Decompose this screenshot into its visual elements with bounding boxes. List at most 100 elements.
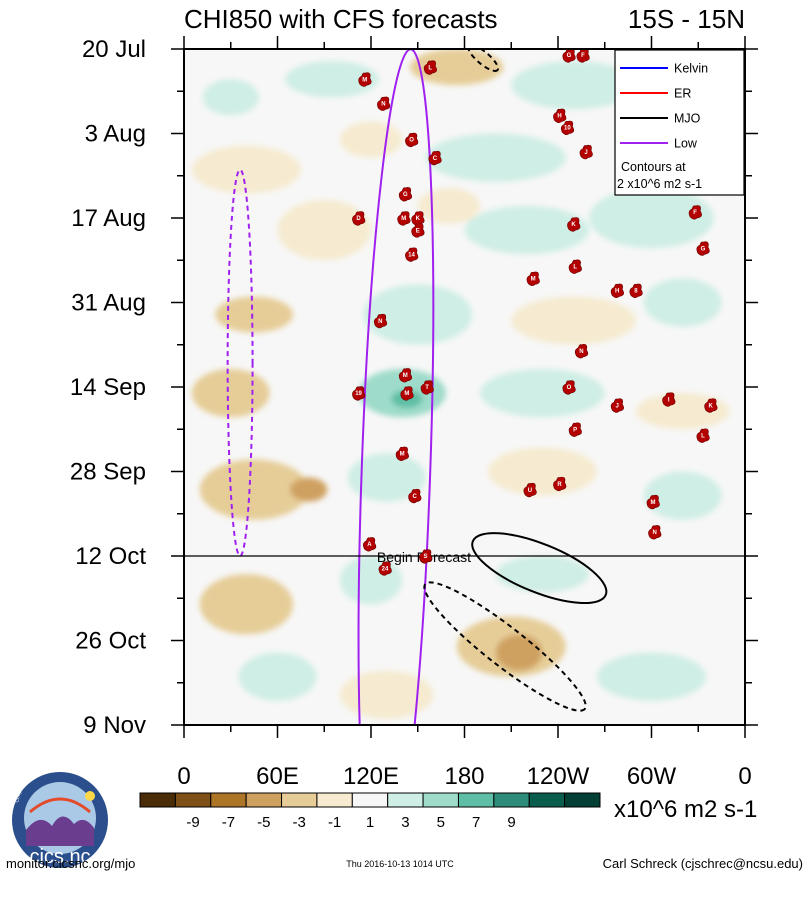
storm-marker: S xyxy=(419,549,433,564)
chart-title: CHI850 with CFS forecasts xyxy=(184,4,498,34)
storm-marker: J xyxy=(579,144,593,160)
anomaly-patch xyxy=(643,278,722,327)
storm-label: N xyxy=(378,319,382,325)
storm-marker: N xyxy=(377,96,391,111)
colorbar-segment xyxy=(528,792,566,808)
hurricane-icon xyxy=(648,525,662,540)
logo-arc-icon xyxy=(29,797,91,814)
storm-marker: N xyxy=(648,525,662,540)
storm-label: U xyxy=(528,488,532,494)
legend-note-line2: 2 x10^6 m2 s-1 xyxy=(617,177,702,191)
anomaly-patch xyxy=(191,145,301,194)
hurricane-icon xyxy=(562,48,576,63)
hurricane-icon xyxy=(408,488,422,504)
colorbar-segment xyxy=(387,792,424,808)
storm-label: K xyxy=(709,403,714,409)
anomaly-patch xyxy=(289,477,328,502)
hurricane-icon xyxy=(553,476,567,492)
y-tick-label: 3 Aug xyxy=(85,121,146,148)
storm-label: E xyxy=(416,228,420,234)
low-contour-dashed xyxy=(226,168,254,557)
colorbar-segment xyxy=(564,792,601,808)
storm-label: M xyxy=(400,452,405,458)
colorbar-segment xyxy=(174,792,212,808)
storm-label: H xyxy=(557,114,561,120)
hurricane-icon xyxy=(610,398,624,413)
storm-label: M xyxy=(362,77,367,83)
y-tick-label: 20 Jul xyxy=(82,36,146,63)
storm-marker: L xyxy=(423,60,437,75)
storm-label: M xyxy=(531,277,536,283)
anomaly-patch xyxy=(464,205,590,255)
storm-label: F xyxy=(693,210,697,216)
storm-marker: F xyxy=(576,48,590,63)
colorbar-units: x10^6 m2 s-1 xyxy=(614,796,757,823)
y-tick-label: 12 Oct xyxy=(75,543,146,570)
colorbar-labels: -9 -7 -5 -3 -1 1 3 5 7 9 xyxy=(186,814,515,831)
anomaly-patch xyxy=(285,61,379,98)
colorbar xyxy=(139,792,601,808)
hurricane-icon xyxy=(411,223,425,238)
storm-label: D xyxy=(356,216,361,222)
storm-label: J xyxy=(616,403,619,409)
y-tick-label: 26 Oct xyxy=(75,628,146,655)
storm-marker: C xyxy=(428,150,442,166)
anomaly-patch xyxy=(199,574,294,635)
storm-label: R xyxy=(557,482,562,488)
storm-marker: F xyxy=(688,205,702,220)
storm-label: H xyxy=(615,289,619,295)
y-tick-label: 9 Nov xyxy=(83,712,146,739)
mjo-contour-dashed xyxy=(467,49,500,72)
storm-marker: M xyxy=(526,271,540,286)
hurricane-icon xyxy=(428,150,442,166)
hurricane-icon xyxy=(373,313,388,329)
anomaly-patch xyxy=(238,652,317,701)
legend-label: Kelvin xyxy=(674,62,708,76)
colorbar-label: -9 xyxy=(186,814,199,831)
colorbar-segment xyxy=(422,792,459,808)
storm-marker: M xyxy=(395,446,409,461)
storm-marker: T xyxy=(420,380,434,395)
y-tick-label: 31 Aug xyxy=(71,290,146,317)
x-tick-label: 60E xyxy=(256,763,299,790)
y-tick-label: 28 Sep xyxy=(70,459,146,486)
hurricane-icon xyxy=(352,211,366,226)
legend-entries: Kelvin ER MJO Low xyxy=(620,62,708,151)
storm-marker: M xyxy=(646,494,660,510)
storm-label: L xyxy=(573,264,577,270)
footer-author: Carl Schreck (cjschrec@ncsu.edu) xyxy=(603,856,803,871)
storm-label: L xyxy=(701,433,705,439)
legend-box xyxy=(614,49,745,196)
storm-label: C xyxy=(412,494,417,500)
hurricane-icon xyxy=(574,344,589,359)
hurricane-icon xyxy=(398,368,413,383)
hurricane-icon xyxy=(363,537,377,552)
footer-url: monitor.cicsnc.org/mjo xyxy=(6,856,135,871)
axis-ticks xyxy=(171,36,758,738)
storm-marker: A xyxy=(363,537,377,552)
colorbar-label: 7 xyxy=(472,814,480,831)
storm-marker: L xyxy=(568,259,582,274)
colorbar-segment xyxy=(316,792,353,808)
hurricane-icon xyxy=(704,398,718,413)
storm-label: N xyxy=(579,349,583,355)
storm-label: J xyxy=(584,150,587,156)
storm-marker: 8 xyxy=(629,283,643,298)
storm-label: F xyxy=(581,53,585,59)
hurricane-icon xyxy=(688,205,702,220)
storm-label: K xyxy=(416,216,421,222)
storm-label: M xyxy=(651,500,656,506)
hurricane-icon xyxy=(398,187,413,202)
anomaly-patch xyxy=(363,284,473,345)
hurricane-icon xyxy=(377,96,391,111)
storm-marker: K xyxy=(704,398,718,413)
y-tick-label: 14 Sep xyxy=(70,374,146,401)
colorbar-segment xyxy=(281,792,318,808)
hurricane-icon xyxy=(567,217,581,232)
storm-marker: N xyxy=(373,313,388,329)
storm-marker: G xyxy=(696,241,710,256)
anomaly-patch xyxy=(487,447,597,496)
hurricane-icon xyxy=(358,72,372,87)
anomaly-patch xyxy=(596,652,707,701)
storm-marker: O xyxy=(562,380,576,395)
